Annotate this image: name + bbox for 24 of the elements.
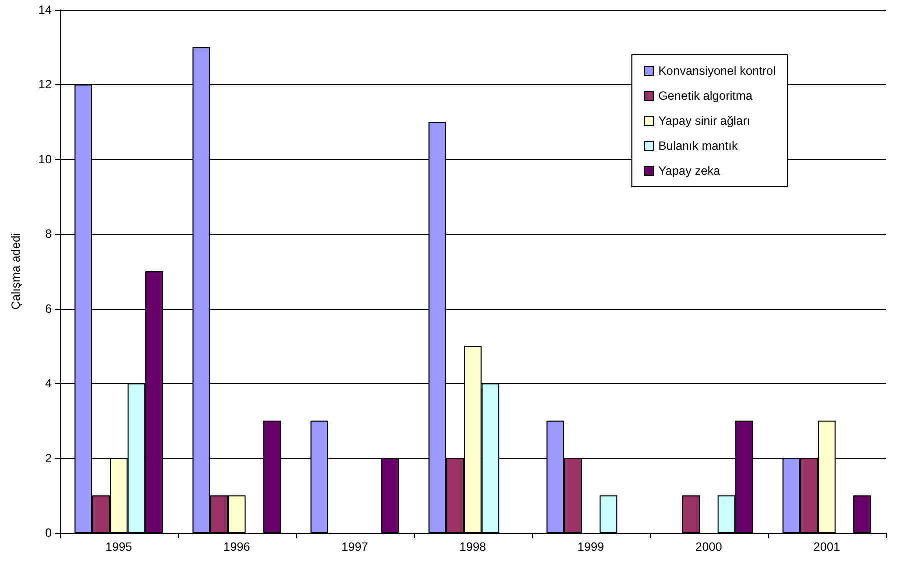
legend-label: Bulanık mantık — [658, 139, 739, 153]
x-tick-label: 1996 — [224, 540, 251, 554]
y-tick-label: 6 — [45, 302, 52, 316]
y-tick-label: 0 — [45, 526, 52, 540]
x-tick-label: 1997 — [342, 540, 369, 554]
y-tick-label: 12 — [38, 78, 52, 92]
y-axis-title: Çalışma adedi — [9, 233, 23, 310]
y-tick-label: 4 — [45, 376, 52, 391]
legend-label: Konvansiyonel kontrol — [658, 64, 776, 78]
bar — [600, 496, 618, 533]
legend-label: Genetik algoritma — [658, 89, 753, 103]
x-tick-label: 1995 — [106, 540, 133, 554]
y-tick-label: 2 — [45, 451, 52, 466]
y-tick-label: 10 — [38, 152, 52, 166]
x-tick-label: 1998 — [460, 540, 487, 554]
x-tick-label: 2001 — [814, 540, 841, 554]
x-tick-label: 2000 — [696, 540, 723, 554]
y-tick-label: 14 — [38, 3, 52, 17]
legend-label: Yapay zeka — [658, 164, 721, 178]
bar — [854, 496, 872, 533]
x-tick-label: 1999 — [578, 540, 605, 554]
bar — [682, 496, 700, 533]
legend-label: Yapay sinir ağları — [658, 114, 750, 128]
y-tick-label: 8 — [45, 227, 52, 242]
